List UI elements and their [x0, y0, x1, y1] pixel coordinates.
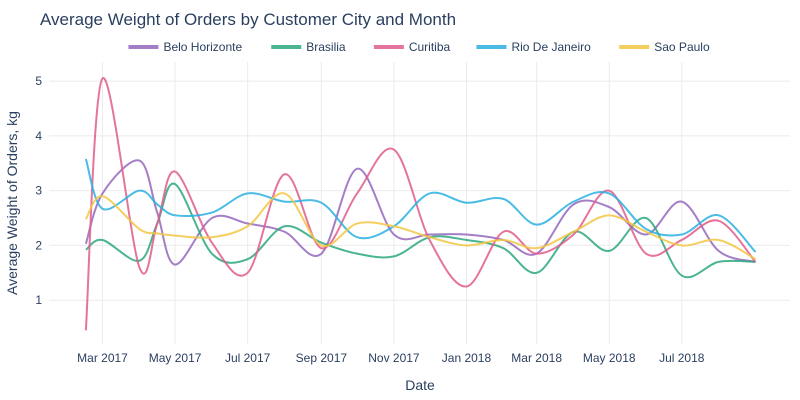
grid-layer [49, 62, 790, 344]
series-line-sao-paulo [84, 192, 756, 261]
y-tick-label: 3 [35, 184, 42, 198]
series-line-belo-horizonte [84, 159, 756, 266]
x-tick-label: May 2018 [583, 351, 636, 365]
y-tick-label: 4 [35, 129, 42, 143]
legend-label-rio-de-janeiro: Rio De Janeiro [511, 40, 591, 54]
y-axis-ticks: 1 2 3 4 5 [35, 74, 42, 307]
x-tick-label: Jul 2017 [225, 351, 271, 365]
x-axis-ticks: Mar 2017 May 2017 Jul 2017 Sep 2017 Nov 2017… [77, 351, 705, 365]
legend: Belo Horizonte Brasilia Curitiba Rio De Jan… [128, 40, 710, 54]
y-axis-label: Average Weight of Orders, kg [4, 111, 20, 295]
x-tick-label: Jan 2018 [442, 351, 492, 365]
series-layer [84, 77, 757, 331]
legend-label-belo-horizonte: Belo Horizonte [163, 40, 242, 54]
series-line-curitiba [84, 77, 757, 331]
legend-label-brasilia: Brasilia [306, 40, 346, 54]
y-tick-label: 5 [35, 74, 42, 88]
x-tick-label: May 2017 [149, 351, 202, 365]
x-tick-label: Mar 2018 [511, 351, 562, 365]
legend-label-sao-paulo: Sao Paulo [654, 40, 710, 54]
legend-label-curitiba: Curitiba [409, 40, 451, 54]
series-line-rio-de-janeiro [84, 158, 757, 253]
y-tick-label: 2 [35, 238, 42, 252]
x-tick-label: Nov 2017 [368, 351, 420, 365]
chart-title: Average Weight of Orders by Customer Cit… [40, 10, 456, 29]
x-tick-label: Jul 2018 [659, 351, 705, 365]
x-tick-label: Mar 2017 [77, 351, 128, 365]
x-axis-label: Date [405, 377, 435, 393]
y-tick-label: 1 [35, 293, 42, 307]
series-line-brasilia [85, 182, 756, 279]
x-tick-label: Sep 2017 [296, 351, 348, 365]
